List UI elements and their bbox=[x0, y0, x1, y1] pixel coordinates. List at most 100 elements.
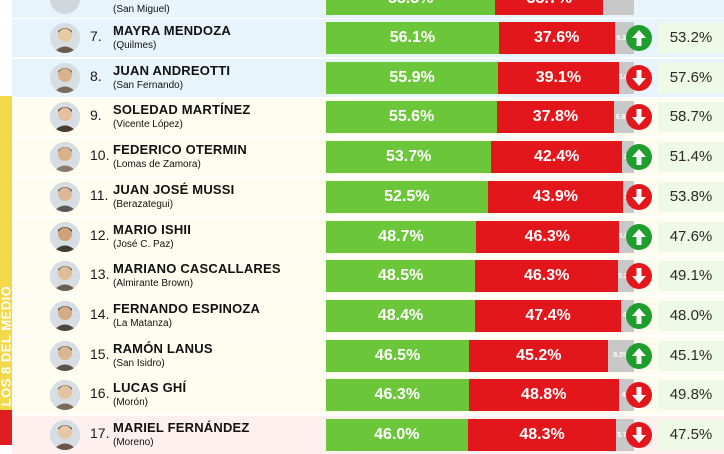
rank-number: 16. bbox=[90, 385, 110, 402]
positive-segment: 53.7% bbox=[326, 141, 492, 174]
rank-number: 15. bbox=[90, 345, 110, 362]
candidate-name: JUAN JOSÉ MUSSI bbox=[113, 181, 235, 197]
candidate-locality: (Quilmes) bbox=[113, 40, 157, 51]
negative-segment: 47.4% bbox=[475, 299, 622, 332]
avatar bbox=[50, 340, 80, 371]
positive-segment: 56.1% bbox=[326, 22, 499, 54]
table-row: 12.MARIO ISHII(José C. Paz) 48.7%46.3%5.0… bbox=[12, 217, 724, 256]
undecided-segment bbox=[603, 0, 634, 15]
candidate-locality: (San Miguel) bbox=[113, 4, 170, 15]
up-arrow-icon bbox=[626, 342, 652, 369]
avatar bbox=[50, 300, 80, 331]
negative-segment: 46.3% bbox=[475, 220, 619, 253]
candidate-name: RAMÓN LANUS bbox=[113, 340, 213, 356]
table-row: 16.LUCAS GHÍ(Morón) 46.3%48.8%4.9 49.8% bbox=[12, 376, 724, 415]
approval-value: 53.8% bbox=[658, 181, 724, 212]
rank-number: 12. bbox=[90, 226, 110, 243]
down-arrow-icon bbox=[626, 183, 652, 210]
candidate-name: SOLEDAD MARTÍNEZ bbox=[113, 102, 251, 118]
table-row-partial: (San Miguel) 58.3% 38.7% bbox=[12, 0, 724, 18]
table-row: 13. MARIANO CASCALLARES (Almirante Brown) 4… bbox=[12, 257, 724, 296]
candidate-locality: (Lomas de Zamora) bbox=[113, 159, 201, 171]
approval-value: 49.1% bbox=[658, 261, 724, 292]
candidate-name: JUAN ANDREOTTI bbox=[113, 62, 231, 78]
positive-segment: 46.5% bbox=[326, 339, 470, 372]
down-arrow-icon bbox=[626, 64, 652, 91]
approval-value: 58.7% bbox=[658, 102, 724, 133]
negative-segment: 42.4% bbox=[491, 141, 622, 174]
score-bar: 52.5%43.9%3.6 bbox=[326, 180, 634, 213]
approval-value: 51.4% bbox=[658, 142, 724, 173]
down-arrow-icon bbox=[626, 382, 652, 409]
table-row: 8. JUAN ANDREOTTI (San Fernando) 55.9% 39.1%… bbox=[12, 58, 724, 97]
negative-segment: 46.3% bbox=[475, 260, 618, 293]
rank-number: 7. bbox=[90, 28, 102, 44]
down-arrow-icon bbox=[626, 263, 652, 290]
table-row: 9. SOLEDAD MARTÍNEZ (Vicente López) 55.6% 37… bbox=[12, 98, 724, 137]
up-arrow-icon bbox=[626, 223, 652, 250]
up-arrow-icon bbox=[626, 302, 652, 329]
score-bar: 48.5% 46.3% 5.2% bbox=[326, 260, 634, 293]
score-bar: 46.3%48.8%4.9 bbox=[326, 379, 634, 412]
avatar bbox=[50, 142, 80, 173]
table-row: 17. MARIEL FERNÁNDEZ (Moreno) 46.0% 48.3% 5.7… bbox=[12, 416, 724, 454]
candidate-name: FEDERICO OTERMIN bbox=[113, 142, 247, 158]
candidate-locality: (San Fernando) bbox=[113, 79, 184, 91]
candidate-locality: (La Matanza) bbox=[113, 317, 172, 329]
table-row: 14. FERNANDO ESPINOZA (La Matanza) 48.4% 47.… bbox=[12, 296, 724, 335]
rank-number: 10. bbox=[90, 147, 110, 164]
approval-value: 53.2% bbox=[658, 23, 724, 53]
table-row: 11. JUAN JOSÉ MUSSI (Berazategui) 52.5% 43.9… bbox=[12, 177, 724, 216]
candidate-name: LUCAS GHÍ bbox=[113, 380, 187, 396]
candidate-name: MARIANO CASCALLARES bbox=[113, 261, 281, 277]
candidate-locality: (Morón) bbox=[113, 397, 149, 409]
negative-segment: 37.6% bbox=[498, 22, 615, 54]
table-row: 15. RAMÓN LANUS (San Isidro) 46.5% 45.2% 8.3%… bbox=[12, 336, 724, 375]
approval-value: 45.1% bbox=[658, 340, 724, 371]
positive-segment: 48.4% bbox=[326, 299, 476, 332]
rank-number: 9. bbox=[90, 107, 102, 124]
negative-segment: 48.8% bbox=[468, 379, 619, 412]
band-middle: LOS 8 DEL MEDIO bbox=[0, 96, 14, 410]
positive-segment: 58.3% bbox=[326, 0, 496, 15]
positive-segment: 46.0% bbox=[326, 419, 468, 451]
approval-value: 57.6% bbox=[658, 62, 724, 93]
avatar bbox=[50, 62, 80, 93]
up-arrow-icon bbox=[626, 144, 652, 171]
up-arrow-icon bbox=[626, 25, 652, 51]
avatar bbox=[50, 181, 80, 212]
score-bar: 48.7%46.3%5.0% bbox=[326, 220, 634, 253]
avatar bbox=[50, 221, 80, 252]
approval-value: 47.6% bbox=[658, 221, 724, 252]
score-bar: 46.5% 45.2% 8.3% bbox=[326, 339, 634, 372]
rank-number: 11. bbox=[90, 186, 109, 203]
negative-segment: 43.9% bbox=[487, 180, 623, 213]
rank-number: 17. bbox=[90, 425, 110, 441]
candidate-name: FERNANDO ESPINOZA bbox=[113, 300, 261, 316]
rank-number: 14. bbox=[90, 305, 110, 322]
negative-segment: 37.8% bbox=[497, 101, 614, 134]
score-bar: 56.1% 37.6% 6.3% bbox=[326, 22, 634, 54]
score-bar: 58.3% 38.7% bbox=[326, 0, 634, 15]
avatar bbox=[50, 102, 80, 133]
positive-segment: 55.6% bbox=[326, 101, 498, 134]
down-arrow-icon bbox=[626, 422, 652, 448]
rank-number: 13. bbox=[90, 266, 110, 283]
positive-segment: 52.5% bbox=[326, 180, 488, 213]
band-top bbox=[0, 0, 12, 96]
avatar bbox=[50, 380, 80, 411]
positive-segment: 46.3% bbox=[326, 379, 469, 412]
negative-segment: 48.3% bbox=[467, 419, 617, 451]
table-row: 7. MAYRA MENDOZA (Quilmes) 56.1% 37.6% 6.3% 53… bbox=[12, 19, 724, 57]
approval-value: 49.8% bbox=[658, 380, 724, 411]
positive-segment: 48.7% bbox=[326, 220, 476, 253]
score-bar: 48.4%47.4%4.2 bbox=[326, 299, 634, 332]
avatar bbox=[50, 0, 80, 14]
negative-segment: 45.2% bbox=[469, 339, 609, 372]
rank-number: 8. bbox=[90, 67, 102, 84]
candidate-locality: (Almirante Brown) bbox=[113, 278, 194, 290]
positive-segment: 55.9% bbox=[326, 61, 499, 94]
avatar bbox=[50, 261, 80, 292]
score-bar: 55.6% 37.8% 6.6% bbox=[326, 101, 634, 134]
down-arrow-icon bbox=[626, 104, 652, 131]
